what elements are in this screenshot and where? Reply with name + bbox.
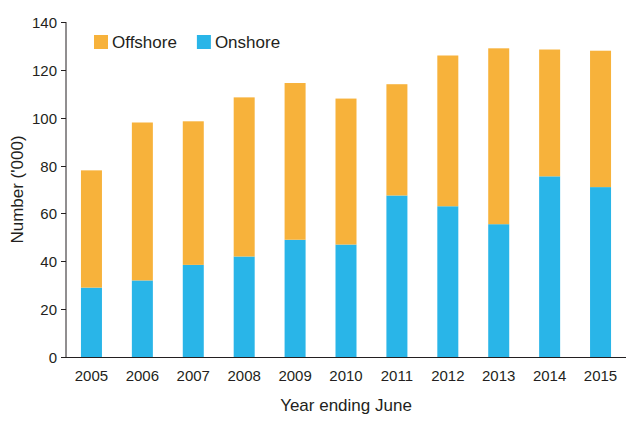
bar xyxy=(234,257,255,358)
y-tick xyxy=(61,309,66,310)
legend-swatch xyxy=(197,35,211,49)
x-tick-label: 2008 xyxy=(227,367,260,384)
bar xyxy=(183,121,204,265)
x-tick-label: 2007 xyxy=(177,367,210,384)
bar xyxy=(386,195,407,357)
bar xyxy=(183,265,204,357)
bar xyxy=(285,240,306,357)
y-tick xyxy=(61,357,66,358)
y-tick xyxy=(61,22,66,23)
x-tick-label: 2014 xyxy=(533,367,566,384)
y-tick xyxy=(61,261,66,262)
y-tick xyxy=(61,213,66,214)
y-tick-label: 20 xyxy=(40,301,57,318)
legend: Offshore Onshore xyxy=(94,33,280,52)
bar xyxy=(336,245,357,357)
bar xyxy=(285,83,306,240)
chart-svg: 0 20 40 60 80 100 120 140 2005 2006 2007 2008 2009 20… xyxy=(0,0,640,425)
bar xyxy=(539,50,560,177)
y-axis-line xyxy=(66,22,67,357)
y-tick-label: 0 xyxy=(49,349,57,366)
bar xyxy=(234,97,255,256)
bar xyxy=(590,51,611,187)
x-axis-line xyxy=(66,357,626,358)
bar xyxy=(590,187,611,357)
y-tick-label: 140 xyxy=(32,14,57,31)
bar xyxy=(336,99,357,245)
y-axis-label: Number ('000) xyxy=(8,135,27,243)
x-tick-label: 2012 xyxy=(431,367,464,384)
bar xyxy=(488,224,509,357)
x-tick-label: 2006 xyxy=(126,367,159,384)
x-tick-label: 2009 xyxy=(278,367,311,384)
y-tick-label: 120 xyxy=(32,62,57,79)
bar xyxy=(132,280,153,357)
y-tick-label: 100 xyxy=(32,110,57,127)
y-tick xyxy=(61,70,66,71)
bar xyxy=(81,170,102,287)
legend-label: Offshore xyxy=(112,33,177,52)
bar xyxy=(81,288,102,357)
y-tick-label: 40 xyxy=(40,253,57,270)
y-tick-label: 60 xyxy=(40,205,57,222)
y-tick xyxy=(61,166,66,167)
bar xyxy=(488,48,509,224)
bars xyxy=(81,48,611,357)
x-axis-label: Year ending June xyxy=(280,396,412,415)
y-tick-label: 80 xyxy=(40,158,57,175)
bar xyxy=(539,176,560,357)
x-tick-label: 2010 xyxy=(329,367,362,384)
x-tick-label: 2005 xyxy=(75,367,108,384)
x-tick-label: 2015 xyxy=(584,367,617,384)
bar xyxy=(437,56,458,207)
legend-label: Onshore xyxy=(215,33,280,52)
bar xyxy=(132,123,153,281)
x-tick-label: 2013 xyxy=(482,367,515,384)
x-tick-label: 2011 xyxy=(381,367,413,384)
chart-container: 0 20 40 60 80 100 120 140 2005 2006 2007 2008 2009 20… xyxy=(0,0,640,425)
bar xyxy=(386,84,407,195)
y-tick xyxy=(61,118,66,119)
legend-swatch xyxy=(94,35,108,49)
bar xyxy=(437,206,458,357)
